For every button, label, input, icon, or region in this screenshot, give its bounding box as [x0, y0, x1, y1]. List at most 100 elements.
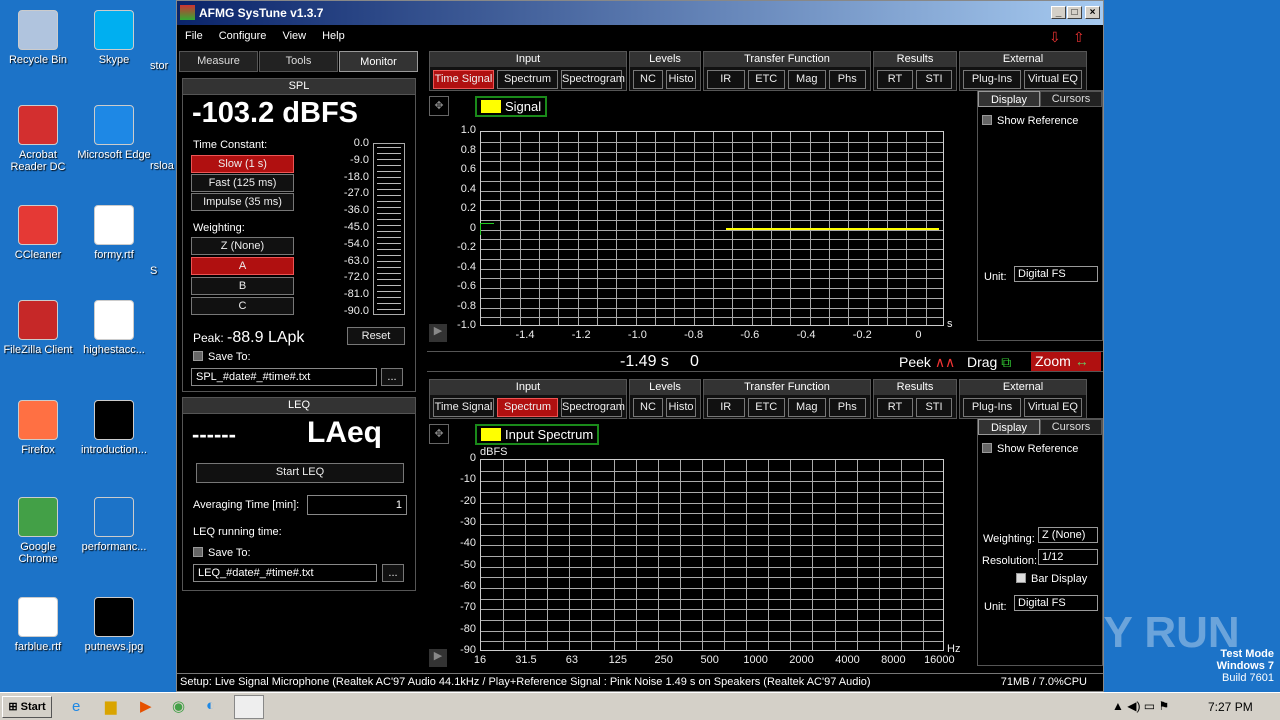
explorer-icon[interactable]: ▆: [105, 698, 117, 715]
leq-file-input[interactable]: LEQ_#date#_#time#.txt: [193, 564, 377, 582]
title-bar[interactable]: AFMG SysTune v1.3.7 _ □ ×: [177, 1, 1103, 25]
menu-help[interactable]: Help: [322, 30, 345, 42]
toolbar-button-mag[interactable]: Mag: [788, 398, 826, 417]
time-constant-slow-1-s[interactable]: Slow (1 s): [191, 155, 294, 173]
weighting-b[interactable]: B: [191, 277, 294, 295]
desktop-icon-partial[interactable]: S: [150, 265, 158, 277]
reset-button[interactable]: Reset: [347, 327, 405, 345]
cursor-marker[interactable]: [480, 223, 494, 235]
weighting-dropdown[interactable]: Z (None): [1038, 527, 1098, 543]
play-icon[interactable]: ▶: [429, 649, 447, 667]
weighting-c[interactable]: C: [191, 297, 294, 315]
toolbar-button-spectrogram[interactable]: Spectrogram: [561, 70, 625, 89]
zoom-button[interactable]: Zoom ↔: [1031, 352, 1101, 371]
toolbar-button-spectrogram[interactable]: Spectrogram: [561, 398, 625, 417]
legend-signal[interactable]: Signal: [475, 96, 548, 117]
spl-save-to-checkbox[interactable]: Save To:: [193, 351, 251, 363]
desktop-icon-acrobat-reader-dc[interactable]: Acrobat Reader DC: [0, 105, 76, 173]
toolbar-button-ir[interactable]: IR: [707, 398, 745, 417]
desktop-icon-formy-rtf[interactable]: formy.rtf: [76, 205, 152, 261]
menu-file[interactable]: File: [185, 30, 203, 42]
toolbar-button-nc[interactable]: NC: [633, 398, 663, 417]
side-tab-display[interactable]: Display: [978, 419, 1040, 435]
resolution-dropdown[interactable]: 1/12: [1038, 549, 1098, 565]
toolbar-button-sti[interactable]: STI: [916, 70, 952, 89]
time-constant-impulse-35-ms[interactable]: Impulse (35 ms): [191, 193, 294, 211]
maximize-button[interactable]: □: [1067, 6, 1082, 19]
leq-save-to-checkbox[interactable]: Save To:: [193, 547, 251, 559]
toolbar-button-time-signal[interactable]: Time Signal: [433, 70, 494, 89]
weighting-z-none[interactable]: Z (None): [191, 237, 294, 255]
tab-measure[interactable]: Measure: [179, 51, 258, 72]
systune-taskbar-button[interactable]: [234, 695, 264, 719]
ie-icon[interactable]: e: [72, 698, 81, 715]
desktop-icon-filezilla-client[interactable]: FileZilla Client: [0, 300, 76, 356]
start-button[interactable]: ⊞ Start: [2, 696, 52, 718]
tab-tools[interactable]: Tools: [259, 51, 338, 72]
toolbar-button-histo[interactable]: Histo: [666, 398, 696, 417]
pan-icon[interactable]: ✥: [429, 424, 449, 444]
desktop-icon-partial[interactable]: stor: [150, 60, 169, 72]
toolbar-button-rt[interactable]: RT: [877, 398, 913, 417]
clock[interactable]: 7:27 PM: [1208, 700, 1253, 714]
media-player-icon[interactable]: ▶: [140, 698, 152, 715]
desktop-icon-farblue-rtf[interactable]: farblue.rtf: [0, 597, 76, 653]
spl-browse-button[interactable]: ...: [381, 368, 403, 386]
desktop-icon-highestacc[interactable]: highestacc...: [76, 300, 152, 356]
toolbar-button-etc[interactable]: ETC: [747, 70, 785, 89]
chart2-plot-area[interactable]: [480, 459, 944, 651]
toolbar-button-rt[interactable]: RT: [877, 70, 913, 89]
minimize-button[interactable]: _: [1051, 6, 1066, 19]
desktop-icon-performanc[interactable]: performanc...: [76, 497, 152, 553]
toolbar-button-etc[interactable]: ETC: [747, 398, 785, 417]
play-icon[interactable]: ▶: [429, 324, 447, 342]
drag-button[interactable]: Drag ⧉: [967, 354, 1012, 370]
menu-configure[interactable]: Configure: [218, 30, 267, 42]
bar-display-checkbox[interactable]: Bar Display: [1016, 573, 1087, 585]
toolbar-button-histo[interactable]: Histo: [666, 70, 696, 89]
chrome-icon[interactable]: ◉: [172, 698, 186, 715]
tab-monitor[interactable]: Monitor: [339, 51, 418, 72]
unit-dropdown[interactable]: Digital FS: [1014, 595, 1098, 611]
checkbox-checked[interactable]: [1016, 573, 1026, 583]
upload-icon[interactable]: ⇧: [1073, 29, 1085, 45]
toolbar-button-plug-ins[interactable]: Plug-Ins: [963, 398, 1021, 417]
spl-file-input[interactable]: SPL_#date#_#time#.txt: [191, 368, 377, 386]
desktop-icon-ccleaner[interactable]: CCleaner: [0, 205, 76, 261]
toolbar-button-sti[interactable]: STI: [916, 398, 952, 417]
legend-input-spectrum[interactable]: Input Spectrum: [475, 424, 600, 445]
toolbar-button-nc[interactable]: NC: [633, 70, 663, 89]
toolbar-button-plug-ins[interactable]: Plug-Ins: [963, 70, 1021, 89]
menu-view[interactable]: View: [282, 30, 307, 42]
toolbar-button-spectrum[interactable]: Spectrum: [497, 70, 558, 89]
tray-icons[interactable]: ▲ ◀) ▭ ⚑: [1112, 699, 1170, 713]
desktop-icon-partial[interactable]: rsloa: [150, 160, 174, 172]
edge-icon[interactable]: ◐: [206, 697, 216, 714]
checkbox[interactable]: [982, 115, 992, 125]
weighting-a[interactable]: A: [191, 257, 294, 275]
close-button[interactable]: ×: [1085, 6, 1100, 19]
desktop-icon-recycle-bin[interactable]: Recycle Bin: [0, 10, 76, 66]
toolbar-button-time-signal[interactable]: Time Signal: [433, 398, 494, 417]
averaging-time-input[interactable]: 1: [307, 495, 407, 515]
toolbar-button-spectrum[interactable]: Spectrum: [497, 398, 558, 417]
show-reference-checkbox[interactable]: Show Reference: [982, 115, 1078, 127]
download-icon[interactable]: ⇩: [1049, 29, 1061, 45]
toolbar-button-virtual-eq[interactable]: Virtual EQ: [1024, 398, 1082, 417]
peek-button[interactable]: Peek ∧∧: [899, 354, 956, 370]
side-tab-cursors[interactable]: Cursors: [1040, 91, 1102, 107]
checkbox[interactable]: [982, 443, 992, 453]
toolbar-button-virtual-eq[interactable]: Virtual EQ: [1024, 70, 1082, 89]
time-constant-fast-125-ms[interactable]: Fast (125 ms): [191, 174, 294, 192]
show-reference-checkbox[interactable]: Show Reference: [982, 443, 1078, 455]
unit-dropdown[interactable]: Digital FS: [1014, 266, 1098, 282]
toolbar-button-phs[interactable]: Phs: [828, 70, 866, 89]
pan-icon[interactable]: ✥: [429, 96, 449, 116]
side-tab-display[interactable]: Display: [978, 91, 1040, 107]
desktop-icon-putnews-jpg[interactable]: putnews.jpg: [76, 597, 152, 653]
toolbar-button-ir[interactable]: IR: [707, 70, 745, 89]
desktop-icon-google-chrome[interactable]: Google Chrome: [0, 497, 76, 565]
start-leq-button[interactable]: Start LEQ: [196, 463, 404, 483]
desktop-icon-introduction[interactable]: introduction...: [76, 400, 152, 456]
side-tab-cursors[interactable]: Cursors: [1040, 419, 1102, 435]
